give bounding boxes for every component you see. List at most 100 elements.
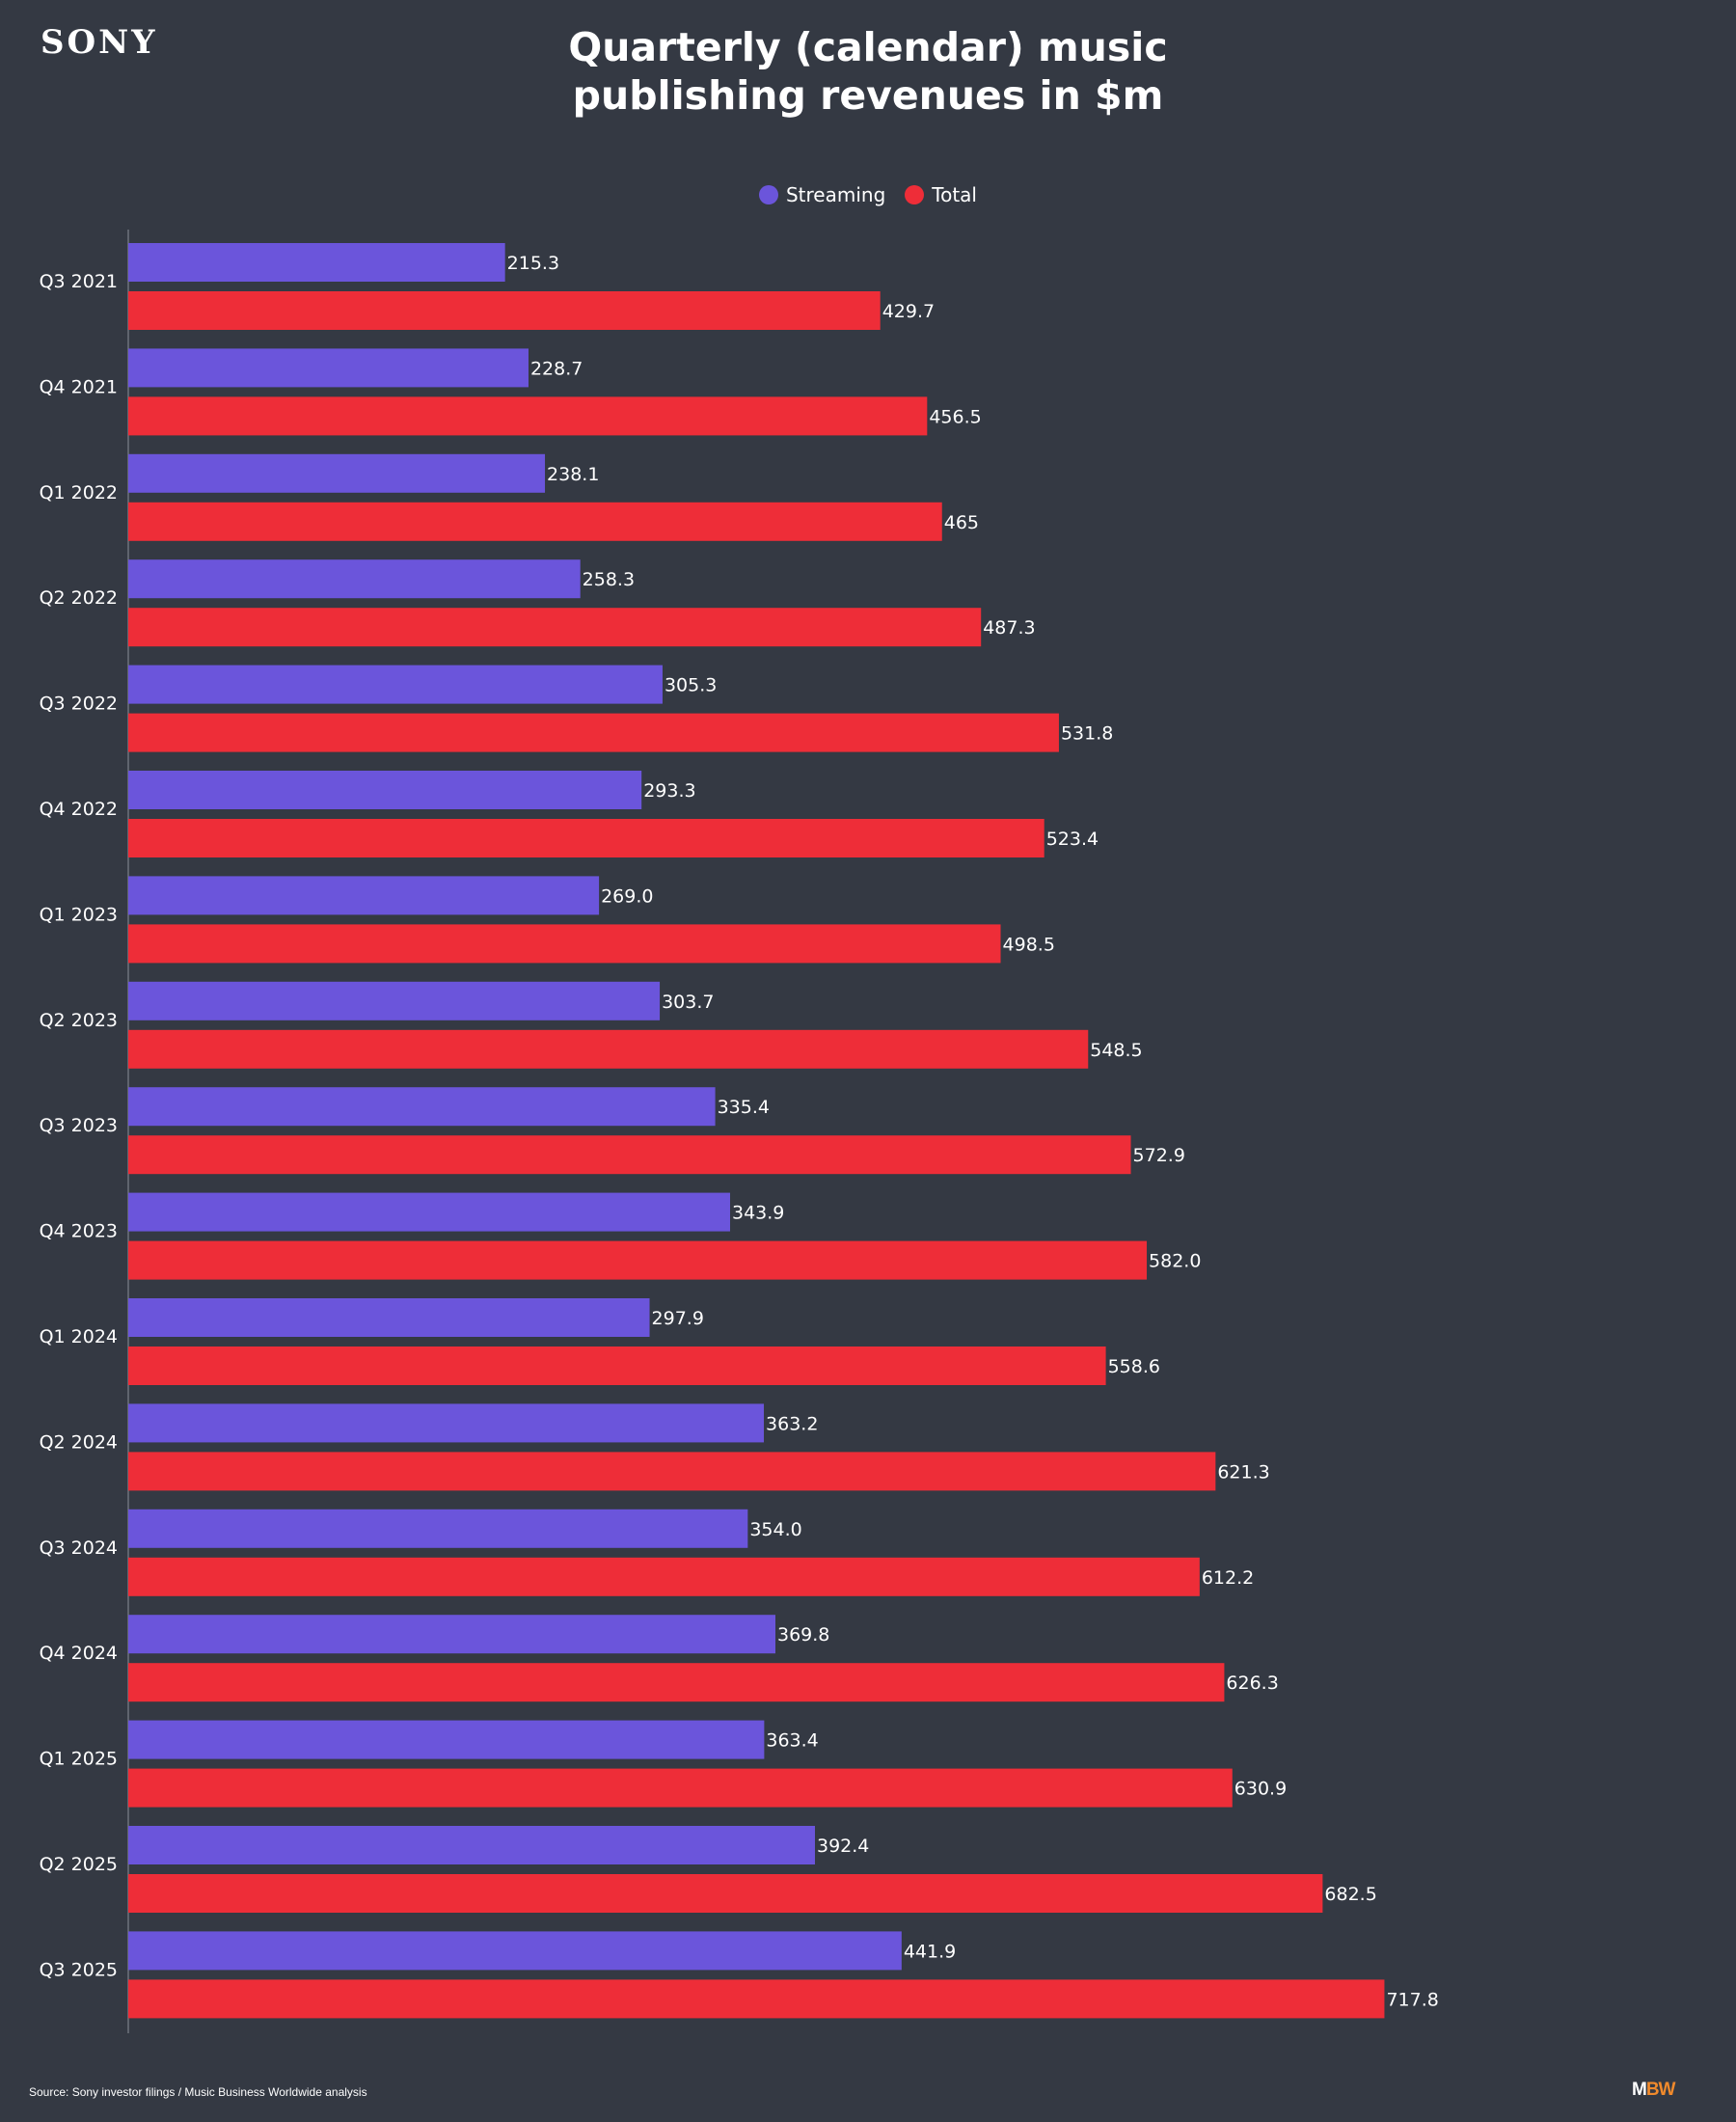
bar-total: [128, 1557, 1200, 1596]
bar-streaming: [128, 1192, 731, 1232]
legend-label-streaming: Streaming: [785, 183, 886, 206]
bar-streaming: [128, 1615, 776, 1654]
legend-swatch-streaming: [758, 185, 778, 204]
bar-total: [128, 1029, 1089, 1069]
bar-streaming: [128, 453, 546, 493]
bar-total: [128, 1240, 1148, 1280]
y-tick-label: Q3 2025: [40, 1959, 118, 1980]
data-label-streaming: 354.0: [749, 1519, 801, 1540]
y-tick-label: Q2 2022: [40, 587, 118, 609]
data-label-streaming: 215.3: [507, 253, 559, 274]
bar-total: [128, 1452, 1216, 1491]
bar-streaming: [128, 665, 663, 704]
legend-swatch-total: [905, 185, 925, 204]
bar-streaming: [128, 1931, 902, 1971]
y-tick-label: Q3 2022: [40, 694, 118, 715]
bar-streaming: [128, 1720, 765, 1759]
y-tick-label: Q2 2025: [40, 1854, 118, 1875]
mbw-logo-m: M: [1632, 2080, 1647, 2100]
data-label-streaming: 363.2: [766, 1413, 818, 1434]
data-label-total: 531.8: [1061, 723, 1113, 745]
data-label-streaming: 305.3: [665, 675, 717, 696]
legend: Streaming Total: [0, 183, 1736, 206]
bar-streaming: [128, 1826, 816, 1864]
data-label-total: 523.4: [1046, 829, 1099, 850]
data-label-streaming: 297.9: [652, 1308, 704, 1329]
bar-streaming: [128, 1509, 748, 1548]
y-tick-label: Q4 2023: [40, 1221, 118, 1242]
data-label-streaming: 258.3: [583, 569, 635, 590]
data-label-streaming: 441.9: [904, 1941, 956, 1962]
data-label-streaming: 335.4: [718, 1097, 770, 1118]
mbw-logo: MBW: [1632, 2080, 1676, 2101]
data-label-streaming: 369.8: [777, 1624, 829, 1646]
bar-total: [128, 396, 928, 436]
y-tick-label: Q3 2021: [40, 271, 118, 292]
data-label-total: 612.2: [1202, 1567, 1254, 1589]
y-tick-label: Q4 2022: [40, 799, 118, 820]
data-label-streaming: 363.4: [766, 1730, 818, 1752]
data-label-total: 498.5: [1003, 934, 1055, 955]
data-label-total: 429.7: [882, 301, 935, 322]
source-note: Source: Sony investor filings / Music Bu…: [29, 2085, 367, 2099]
bar-total: [128, 502, 942, 541]
legend-item-total[interactable]: Total: [905, 183, 977, 206]
y-tick-label: Q1 2023: [40, 904, 118, 925]
y-tick-label: Q4 2024: [40, 1643, 118, 1664]
y-tick-label: Q3 2023: [40, 1115, 118, 1136]
bar-streaming: [128, 243, 505, 282]
bar-streaming: [128, 348, 529, 388]
data-label-total: 626.3: [1226, 1673, 1278, 1694]
data-label-total: 717.8: [1386, 1989, 1438, 2010]
data-label-total: 456.5: [929, 406, 981, 427]
data-label-streaming: 238.1: [547, 464, 599, 485]
bar-streaming: [128, 1087, 716, 1127]
bar-total: [128, 1874, 1323, 1913]
bar-total: [128, 1979, 1385, 2019]
chart-title: Quarterly (calendar) music publishing re…: [0, 23, 1736, 120]
bar-total: [128, 819, 1044, 857]
y-tick-label: Q1 2022: [40, 482, 118, 503]
data-label-streaming: 293.3: [643, 780, 695, 802]
bar-total: [128, 608, 982, 647]
y-tick-label: Q1 2024: [40, 1326, 118, 1347]
data-label-streaming: 228.7: [530, 358, 583, 379]
data-label-total: 582.0: [1149, 1251, 1201, 1272]
bar-streaming: [128, 559, 581, 599]
bar-total: [128, 1135, 1131, 1175]
data-label-total: 548.5: [1090, 1040, 1142, 1061]
sony-logo: SONY: [41, 23, 158, 62]
bar-streaming: [128, 981, 661, 1020]
bar-total: [128, 713, 1059, 752]
title-line-1: Quarterly (calendar) music: [568, 24, 1168, 70]
data-label-total: 465: [944, 512, 979, 533]
title-line-2: publishing revenues in $m: [572, 72, 1164, 119]
data-label-streaming: 269.0: [601, 885, 653, 907]
bar-total: [128, 291, 881, 330]
bar-streaming: [128, 1403, 765, 1443]
legend-item-streaming[interactable]: Streaming: [758, 183, 886, 206]
data-label-streaming: 343.9: [732, 1203, 784, 1224]
mbw-logo-bw: BW: [1645, 2080, 1676, 2100]
y-tick-label: Q4 2021: [40, 376, 118, 397]
bar-total: [128, 1663, 1225, 1702]
data-label-streaming: 303.7: [662, 992, 714, 1013]
bar-streaming: [128, 1298, 650, 1337]
bar-streaming: [128, 771, 642, 809]
data-label-total: 487.3: [983, 617, 1035, 639]
y-tick-label: Q2 2024: [40, 1431, 118, 1453]
y-tick-label: Q1 2025: [40, 1749, 118, 1770]
bar-total: [128, 1347, 1106, 1385]
data-label-streaming: 392.4: [817, 1836, 869, 1857]
legend-label-total: Total: [932, 183, 977, 206]
data-label-total: 682.5: [1324, 1884, 1376, 1905]
bar-total: [128, 924, 1001, 964]
data-label-total: 558.6: [1108, 1356, 1160, 1377]
y-tick-label: Q2 2023: [40, 1010, 118, 1031]
data-label-total: 630.9: [1234, 1779, 1287, 1800]
data-label-total: 572.9: [1133, 1145, 1185, 1166]
y-tick-label: Q3 2024: [40, 1537, 118, 1559]
data-label-total: 621.3: [1217, 1461, 1269, 1483]
bar-streaming: [128, 876, 600, 915]
